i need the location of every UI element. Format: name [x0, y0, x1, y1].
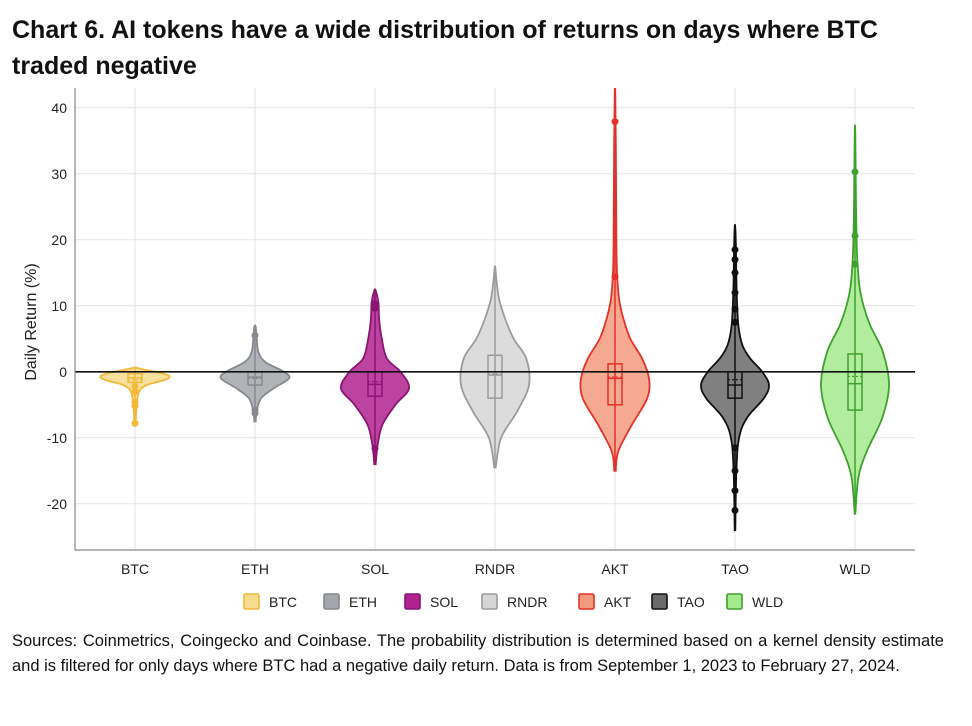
legend-item-sol: SOL — [404, 593, 458, 610]
legend-label: RNDR — [507, 594, 547, 610]
legend-label: WLD — [752, 594, 783, 610]
outlier-point — [611, 118, 619, 126]
x-tick-label: SOL — [361, 561, 389, 577]
legend-swatch — [323, 593, 340, 610]
legend-item-btc: BTC — [243, 593, 297, 610]
y-tick-label: 20 — [51, 232, 67, 248]
outlier-point — [131, 402, 139, 410]
legend-item-eth: ETH — [323, 593, 377, 610]
legend: BTC ETH SOL RNDR AKT TAO WLD — [243, 593, 783, 610]
legend-label: TAO — [677, 594, 705, 610]
x-tick-label: WLD — [839, 561, 870, 577]
outlier-point — [611, 273, 619, 281]
outlier-point — [731, 318, 739, 326]
chart-title: Chart 6. AI tokens have a wide distribut… — [12, 16, 878, 80]
violin-wld — [820, 124, 890, 515]
outlier-point — [131, 419, 139, 427]
violin-chart: -20 -10 0 10 20 30 40 BTC ETH SOL RNDR AKT TAO WLD Da… — [23, 88, 915, 610]
violin-tao — [700, 223, 770, 532]
iqr-box — [847, 353, 863, 411]
x-tick-label: AKT — [601, 561, 629, 577]
legend-label: BTC — [269, 594, 297, 610]
legend-swatch — [726, 593, 743, 610]
outlier-point — [731, 467, 739, 475]
outlier-point — [371, 300, 379, 308]
legend-label: AKT — [604, 594, 632, 610]
outlier-point — [851, 168, 859, 176]
legend-swatch — [481, 593, 498, 610]
legend-item-rndr: RNDR — [481, 593, 547, 610]
legend-swatch — [404, 593, 421, 610]
y-tick-label: 30 — [51, 166, 67, 182]
source-note: Sources: Coinmetrics, Coingecko and Coin… — [12, 632, 944, 675]
outlier-point — [731, 487, 739, 495]
x-tick-label: TAO — [721, 561, 749, 577]
outlier-point — [371, 444, 379, 452]
y-tick-label: 40 — [51, 100, 67, 116]
outlier-point — [251, 332, 259, 339]
legend-item-akt: AKT — [578, 593, 632, 610]
y-tick-label: 10 — [51, 298, 67, 314]
outlier-point — [851, 260, 859, 268]
violin-rndr — [459, 265, 531, 469]
outlier-point — [731, 305, 739, 313]
y-tick-label: -10 — [47, 430, 67, 446]
legend-swatch — [578, 593, 595, 610]
outlier-point — [731, 506, 739, 514]
iqr-box — [607, 363, 623, 406]
outlier-point — [251, 409, 259, 417]
violin-btc — [99, 366, 171, 427]
y-axis-title: Daily Return (%) — [23, 263, 40, 380]
violin-akt — [579, 88, 651, 472]
violins — [99, 88, 890, 532]
violin-eth — [219, 324, 291, 423]
outlier-point — [731, 256, 739, 264]
legend-swatch — [651, 593, 668, 610]
outlier-point — [731, 269, 739, 277]
outlier-point — [731, 246, 739, 254]
legend-label: SOL — [430, 594, 458, 610]
x-tick-label: BTC — [121, 561, 149, 577]
x-tick-label: RNDR — [475, 561, 515, 577]
outlier-point — [131, 388, 139, 396]
y-tick-label: -20 — [47, 496, 67, 512]
x-tick-label: ETH — [241, 561, 269, 577]
legend-item-tao: TAO — [651, 593, 705, 610]
legend-item-wld: WLD — [726, 593, 783, 610]
violin-sol — [340, 288, 410, 466]
axes: -20 -10 0 10 20 30 40 BTC ETH SOL RNDR AKT TAO WLD — [47, 88, 915, 577]
legend-swatch — [243, 593, 260, 610]
outlier-point — [851, 232, 859, 240]
y-tick-label: 0 — [59, 364, 67, 380]
outlier-point — [731, 289, 739, 297]
legend-label: ETH — [349, 594, 377, 610]
iqr-box — [487, 354, 503, 399]
outlier-point — [731, 444, 739, 452]
